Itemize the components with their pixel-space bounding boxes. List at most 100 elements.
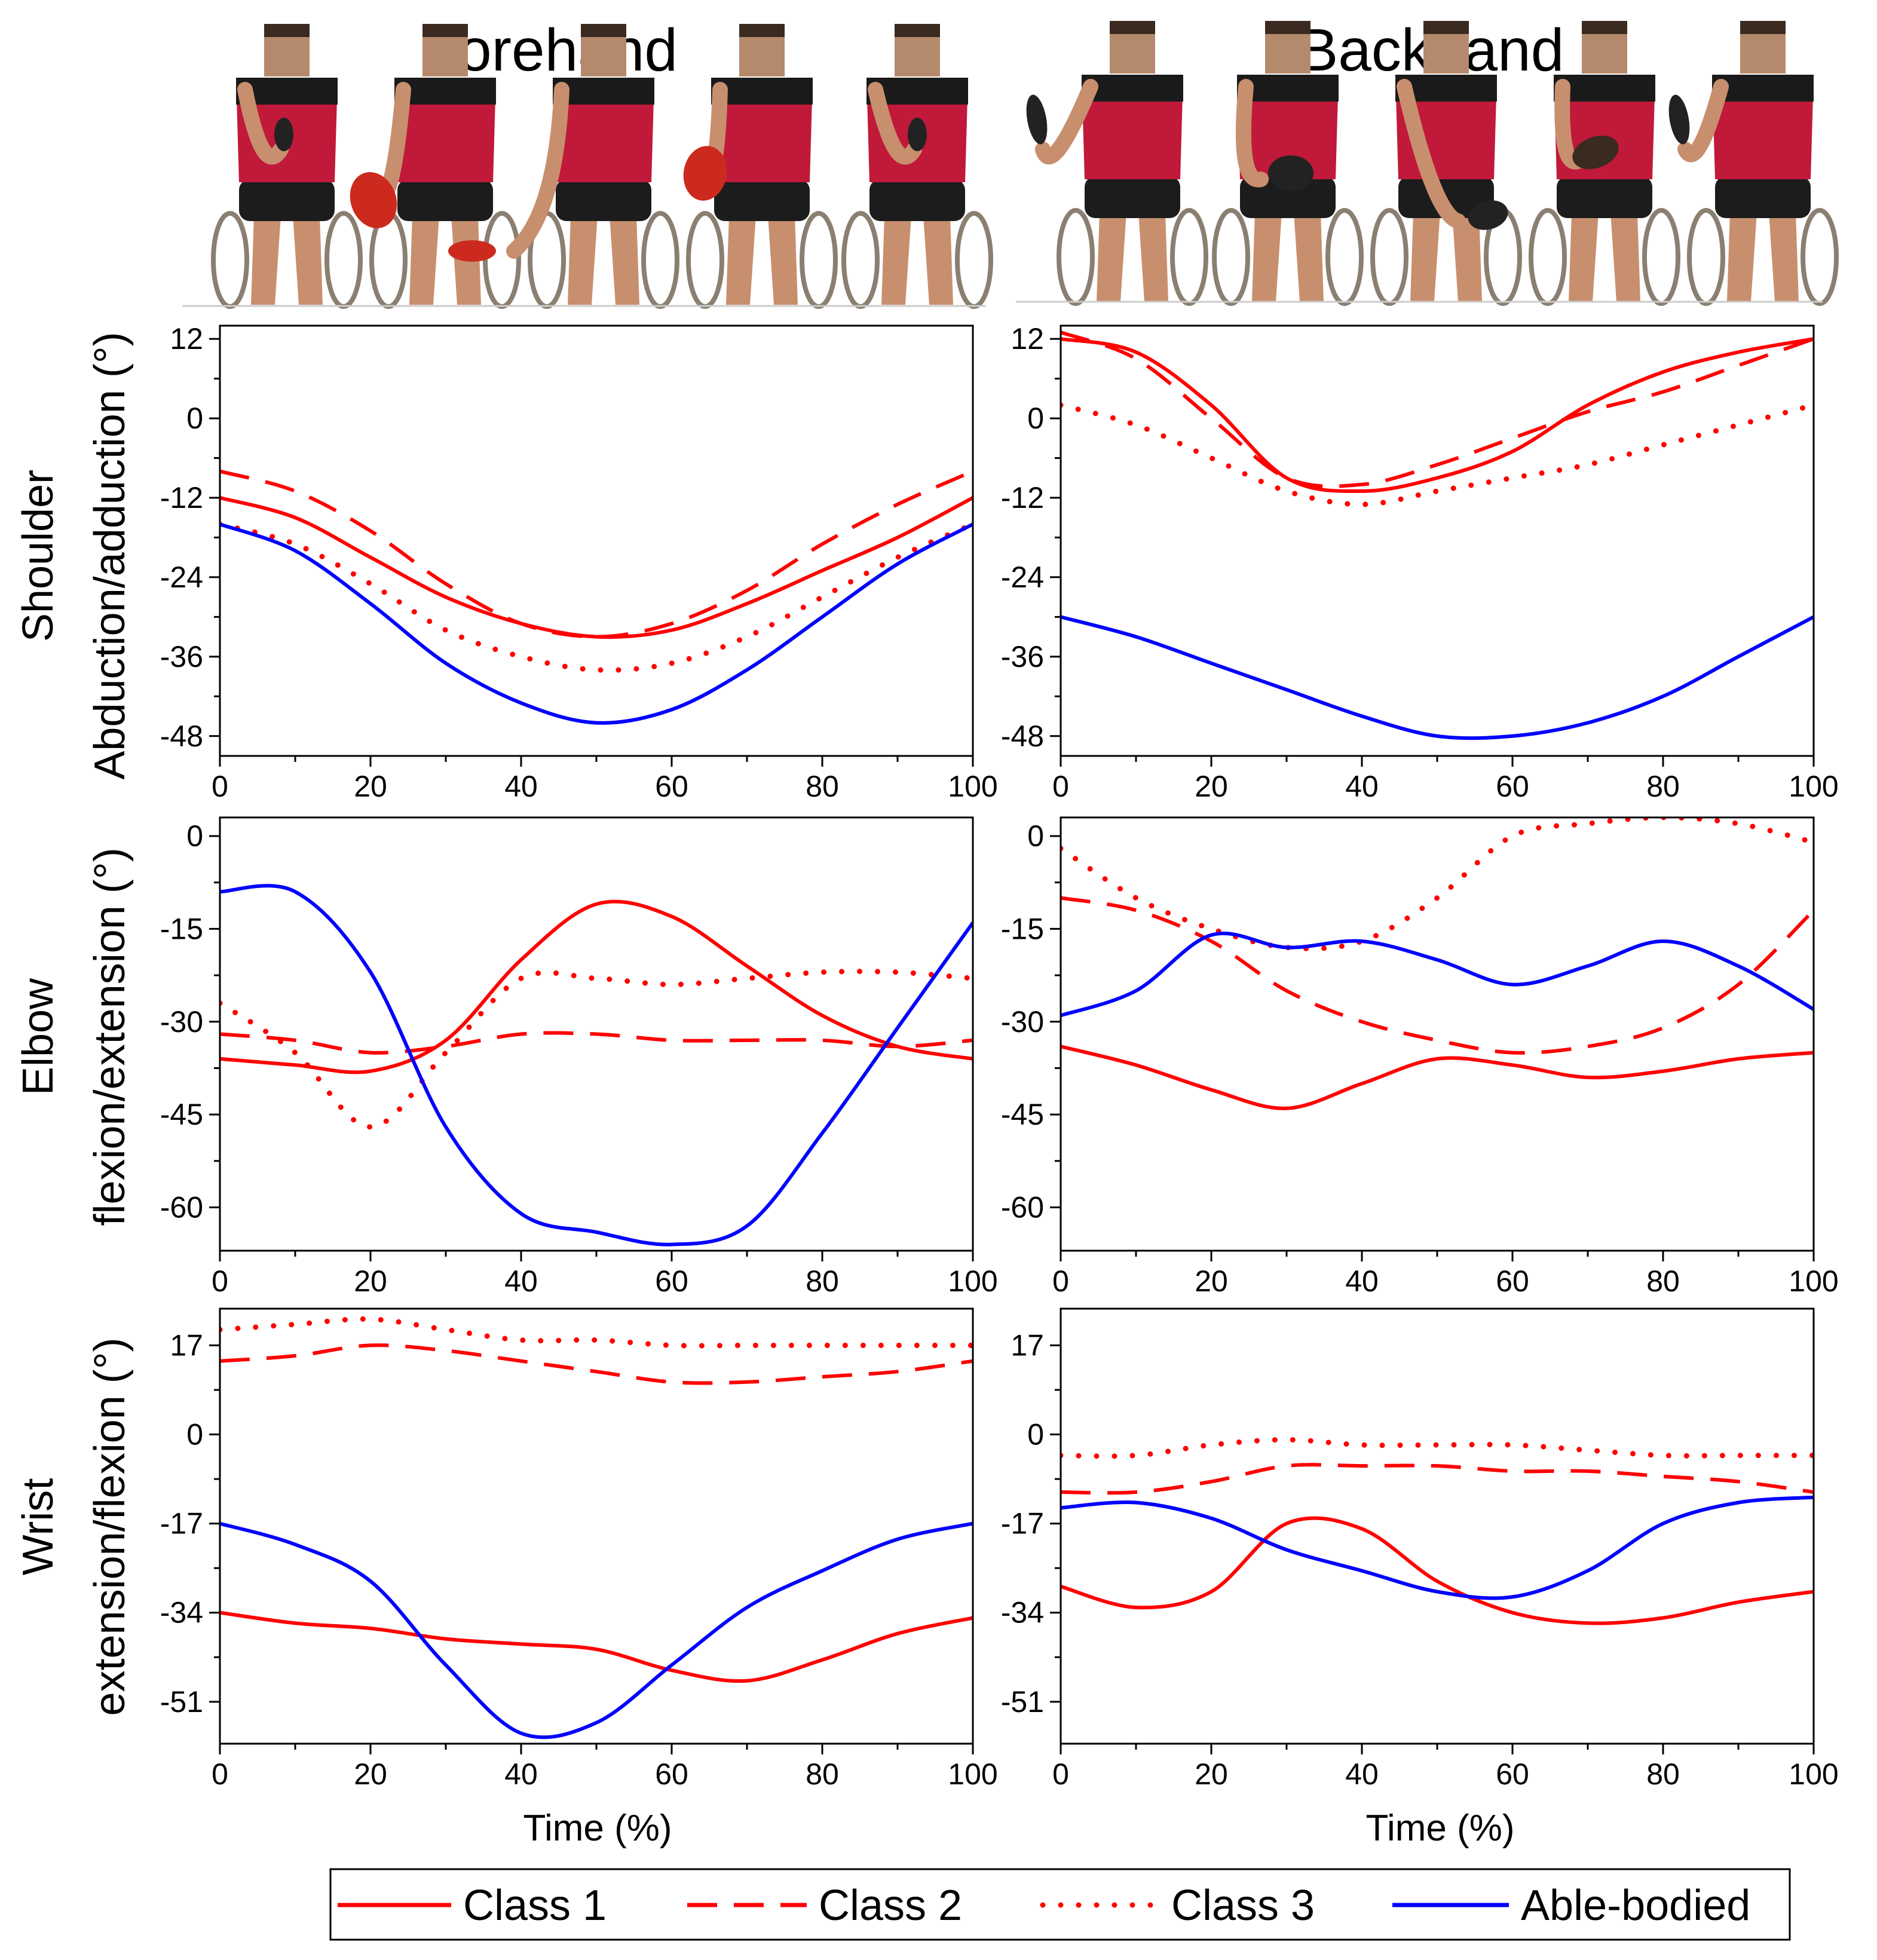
hair <box>739 24 785 37</box>
y-tick-label: 0 <box>1027 1418 1044 1451</box>
y-tick-label: -60 <box>1001 1191 1044 1224</box>
y-tick-label: -17 <box>1001 1507 1044 1541</box>
x-tick-label: 60 <box>1496 1264 1529 1298</box>
series-line-class-3 <box>220 521 973 673</box>
y-tick-label: -12 <box>160 481 203 514</box>
x-tick-label: 0 <box>1052 1757 1069 1791</box>
player-figure <box>1026 21 1208 306</box>
x-tick-label: 40 <box>504 1264 538 1298</box>
arm <box>237 82 289 165</box>
y-tick-label: -51 <box>160 1685 203 1719</box>
wheel <box>1687 208 1725 306</box>
arm <box>506 82 569 259</box>
shorts <box>869 179 965 221</box>
paddle <box>908 118 927 151</box>
y-tick-label: 17 <box>1011 1328 1044 1362</box>
x-tick-label: 20 <box>354 1264 387 1298</box>
y-tick-label: -45 <box>160 1098 203 1131</box>
x-tick-label: 80 <box>1646 1757 1680 1791</box>
x-tick-label: 80 <box>806 1264 839 1298</box>
legend-label-class-1: Class 1 <box>463 1882 607 1930</box>
player-figure <box>211 24 363 309</box>
series-group <box>220 469 973 725</box>
y-tick-label: -24 <box>1001 561 1044 594</box>
series-line-able-bodied <box>220 522 973 725</box>
legend: Class 1 Class 2 Class 3 Able-bodied <box>329 1868 1791 1941</box>
paddle <box>274 118 293 151</box>
jersey-collar <box>553 78 654 105</box>
y-tick-label: -48 <box>160 719 203 753</box>
x-tick-label: 60 <box>1496 1757 1529 1791</box>
series-line-class-1 <box>1061 1516 1814 1625</box>
x-tick-label: 0 <box>212 1757 228 1791</box>
player-figure <box>841 24 993 309</box>
x-tick-label: 100 <box>1789 1264 1838 1298</box>
x-tick-label: 0 <box>1052 770 1069 803</box>
leg <box>1452 212 1482 302</box>
y-tick-label: -34 <box>160 1596 203 1630</box>
wheel <box>1170 208 1208 306</box>
jersey-collar <box>1712 75 1814 102</box>
x-axis-title-backhand: Time (%) <box>1365 1808 1514 1849</box>
series-line-able-bodied <box>220 1521 973 1740</box>
x-tick-label: 20 <box>1195 1757 1228 1791</box>
player-figure <box>1212 21 1364 306</box>
row-title-elbow-line2: flexion/extension (°) <box>86 847 134 1226</box>
player-figure <box>448 24 679 309</box>
jersey-collar <box>1237 75 1339 102</box>
x-tick-label: 40 <box>504 770 538 803</box>
paddle <box>350 172 397 228</box>
wheel <box>1801 208 1839 306</box>
series-line-class-2 <box>1061 330 1814 488</box>
series-line-class-1 <box>220 899 973 1074</box>
series-group <box>1061 330 1814 740</box>
player-figure <box>350 24 521 309</box>
row-title-shoulder-line2: Abduction/adduction (°) <box>86 332 134 779</box>
paddle <box>448 240 496 262</box>
series-line-class-1 <box>220 1610 973 1683</box>
jersey-collar <box>711 78 813 105</box>
arm <box>1235 79 1269 188</box>
hair <box>1740 21 1786 34</box>
row-title-wrist-line2-group: extension/flexion (°) <box>86 1337 134 1716</box>
leg <box>1410 212 1440 302</box>
wheel <box>1212 208 1250 306</box>
wheel <box>1057 208 1095 306</box>
y-tick-label: -51 <box>1001 1685 1044 1719</box>
plot-frame <box>1060 816 1815 1252</box>
x-tick-label: 100 <box>1789 1757 1838 1791</box>
x-tick-label: 0 <box>212 1264 228 1298</box>
wheel <box>1370 208 1408 306</box>
series-group <box>220 884 973 1247</box>
series-group <box>1061 817 1814 1110</box>
x-tick-label: 0 <box>1052 1264 1069 1298</box>
player-figure <box>1370 21 1522 306</box>
plot-frame <box>219 324 974 757</box>
shorts <box>1557 176 1652 218</box>
y-tick-label: -34 <box>1001 1596 1044 1630</box>
paddle <box>1468 200 1508 230</box>
shorts <box>714 179 810 221</box>
panel-elbow-forehand: 0 20 40 60 80 100 0 -15 -30 -45 -60 <box>160 816 998 1298</box>
wheel <box>955 211 993 309</box>
x-tick-label: 20 <box>354 770 387 803</box>
y-tick-label: 12 <box>1011 322 1044 356</box>
y-tick-label: -30 <box>1001 1005 1044 1039</box>
leg <box>1294 212 1324 302</box>
plot-frame <box>1060 324 1815 757</box>
hair <box>1582 21 1627 34</box>
row-title-elbow: Elbow <box>14 978 62 1095</box>
paddle <box>1268 155 1313 191</box>
y-tick-label: -48 <box>1001 719 1044 753</box>
panel-wrist-forehand: 0 20 40 60 80 100 17 0 -17 -34 -51 <box>160 1307 998 1791</box>
wheel <box>1529 208 1567 306</box>
paddle <box>683 146 727 201</box>
series-group <box>220 1316 973 1740</box>
leg <box>726 215 756 305</box>
hair <box>422 24 468 37</box>
shorts <box>397 179 493 221</box>
y-tick-label: 0 <box>186 819 203 853</box>
series-line-class-3 <box>1061 1437 1814 1459</box>
leg <box>1097 212 1126 302</box>
player-figure <box>1668 21 1839 306</box>
